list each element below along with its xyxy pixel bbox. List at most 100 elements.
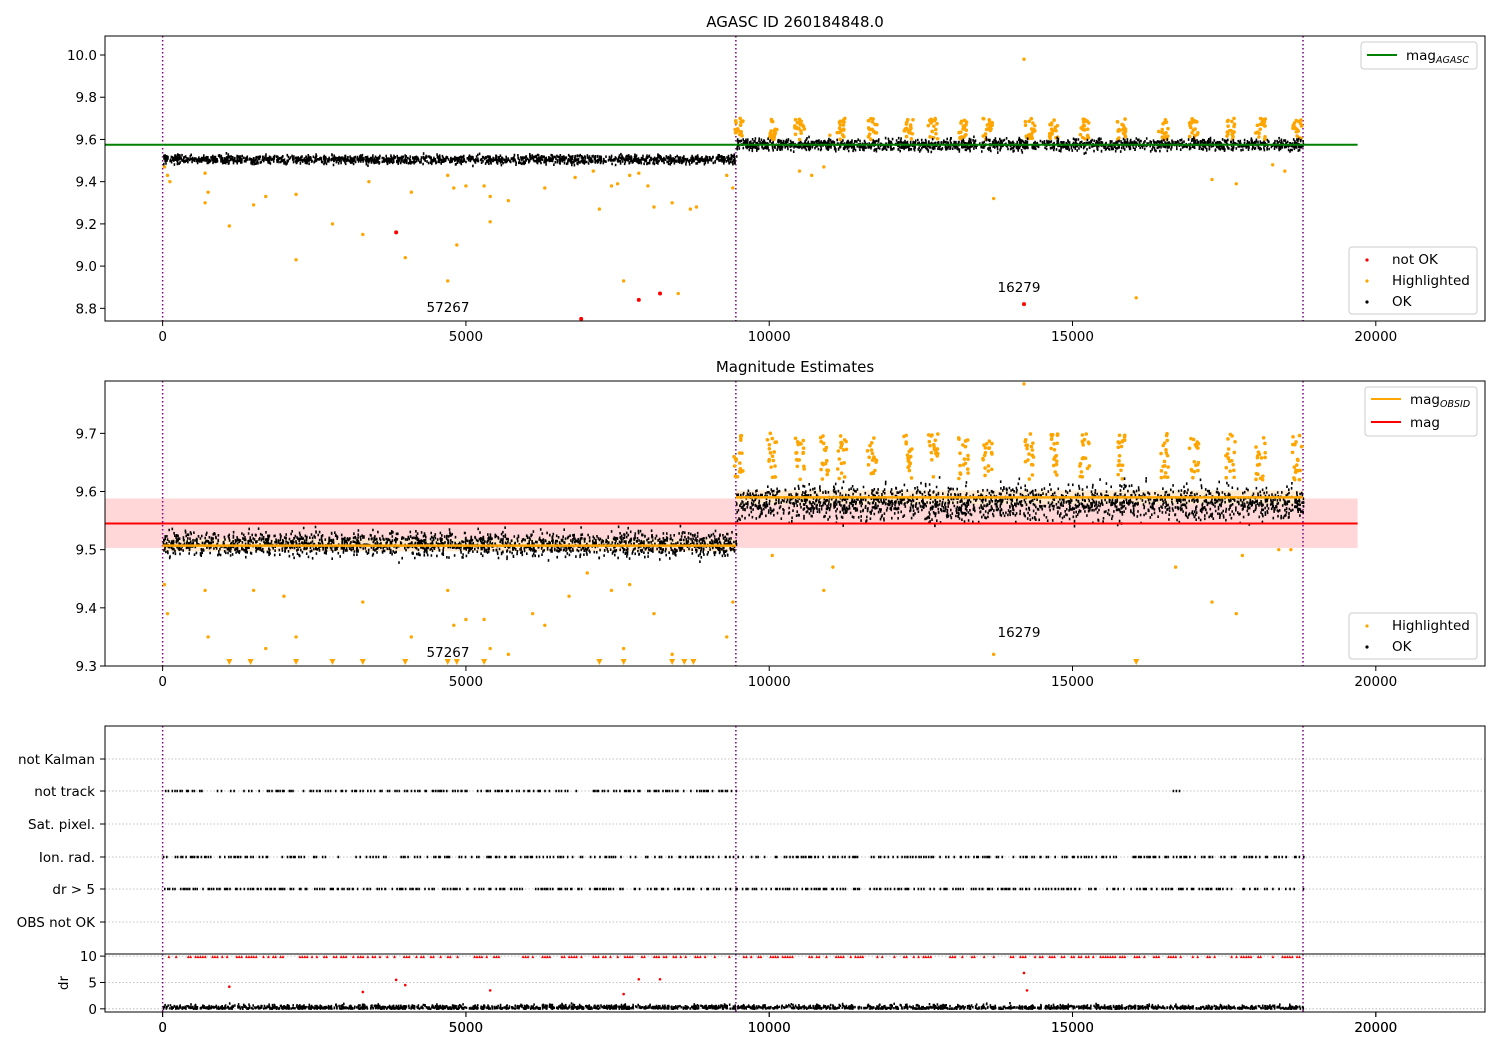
highlighted-point	[1261, 474, 1265, 478]
highlighted-point	[825, 472, 830, 477]
highlighted-point	[652, 205, 656, 209]
highlighted-point	[866, 118, 871, 123]
highlighted-point	[909, 136, 914, 141]
highlighted-point	[1255, 123, 1260, 128]
legend-mag: mag	[1410, 415, 1440, 431]
highlighted-point	[1210, 600, 1214, 604]
highlighted-point	[1173, 565, 1178, 569]
legend-mag-agasc-sub: AGASC	[1435, 55, 1469, 66]
highlighted-point	[907, 456, 911, 461]
clipped-marker	[690, 659, 697, 665]
highlighted-point	[873, 122, 877, 127]
panel1-title: AGASC ID 260184848.0	[706, 13, 884, 31]
highlighted-point	[361, 600, 365, 604]
legend-not-ok: not OK	[1392, 252, 1439, 268]
highlighted-point	[573, 175, 577, 180]
highlighted-point	[1165, 475, 1170, 480]
highlighted-point	[933, 127, 938, 132]
highlighted-point	[1295, 463, 1299, 467]
highlighted-point	[961, 463, 966, 467]
highlighted-point	[1232, 116, 1236, 121]
highlighted-point	[251, 588, 256, 593]
highlighted-point	[821, 434, 825, 438]
x-tick-label: 0	[158, 1020, 167, 1036]
highlighted-point	[1123, 129, 1128, 134]
highlighted-point	[959, 121, 963, 125]
highlighted-point	[1080, 433, 1085, 437]
highlighted-point	[839, 440, 843, 445]
highlighted-point	[597, 207, 602, 211]
y-tick-label: 9.0	[76, 259, 97, 275]
highlighted-point	[867, 455, 871, 460]
highlighted-point	[1193, 119, 1197, 124]
highlighted-point	[874, 458, 879, 463]
highlighted-point	[1122, 435, 1127, 439]
flag-row-label: not track	[34, 784, 95, 800]
clipped-marker	[596, 659, 603, 665]
highlighted-point	[838, 434, 843, 438]
highlighted-point	[934, 131, 938, 136]
highlighted-point	[361, 232, 365, 237]
highlighted-point	[866, 463, 871, 467]
highlighted-point	[1192, 469, 1197, 474]
highlighted-point	[162, 582, 167, 587]
highlighted-point	[1081, 443, 1085, 447]
highlighted-point	[1230, 434, 1234, 438]
highlighted-point	[1085, 133, 1090, 138]
highlighted-point	[1055, 441, 1060, 446]
x-tick-label: 0	[158, 674, 167, 690]
clipped-marker	[669, 659, 676, 665]
highlighted-point	[988, 125, 993, 129]
legend2-highlighted: Highlighted	[1392, 618, 1470, 634]
highlighted-point	[731, 600, 735, 604]
highlighted-point	[733, 474, 738, 479]
highlighted-point	[986, 127, 990, 131]
highlighted-point	[828, 133, 832, 137]
highlighted-point	[1226, 124, 1230, 128]
highlighted-point	[831, 565, 835, 569]
highlighted-point	[1210, 177, 1214, 182]
highlighted-point	[1232, 475, 1236, 480]
flag-markers	[164, 887, 1305, 891]
highlighted-point	[739, 129, 743, 134]
highlighted-point	[1085, 127, 1090, 132]
highlighted-point	[264, 194, 268, 199]
highlighted-point	[869, 441, 874, 445]
highlighted-point	[1227, 128, 1232, 133]
highlighted-point	[1120, 439, 1124, 444]
highlighted-point	[165, 173, 170, 178]
highlighted-point	[1031, 441, 1035, 445]
highlighted-point	[1299, 444, 1304, 449]
y-tick-label: 9.8	[76, 90, 97, 106]
highlighted-point	[409, 635, 414, 639]
highlighted-point	[168, 179, 172, 184]
highlighted-point	[1048, 136, 1053, 141]
highlighted-point	[872, 436, 876, 440]
highlighted-point	[1232, 130, 1236, 134]
x-tick-label: 10000	[748, 329, 791, 345]
panel1-legend-bottom: not OK Highlighted OK	[1348, 246, 1478, 315]
highlighted-point	[294, 635, 298, 639]
legend-mag-agasc: mag	[1406, 48, 1436, 64]
highlighted-point	[936, 432, 940, 436]
highlighted-point	[464, 617, 468, 622]
highlighted-point	[957, 437, 961, 441]
highlighted-point	[740, 133, 744, 138]
highlighted-point	[1294, 129, 1299, 134]
highlighted-point	[1294, 440, 1298, 444]
highlighted-point	[1295, 457, 1300, 462]
highlighted-point	[1080, 440, 1085, 444]
highlighted-point	[797, 120, 801, 125]
highlighted-point	[741, 119, 745, 123]
highlighted-point	[835, 467, 840, 471]
highlighted-point	[1117, 459, 1121, 463]
highlighted-point	[1291, 124, 1295, 128]
clipped-marker	[247, 659, 254, 665]
highlighted-point	[203, 171, 207, 175]
highlighted-point	[1159, 451, 1163, 456]
highlighted-point	[905, 117, 910, 122]
highlighted-point	[506, 198, 511, 203]
highlighted-point	[1030, 448, 1035, 452]
highlighted-point	[738, 461, 742, 465]
highlighted-point	[1191, 475, 1195, 480]
